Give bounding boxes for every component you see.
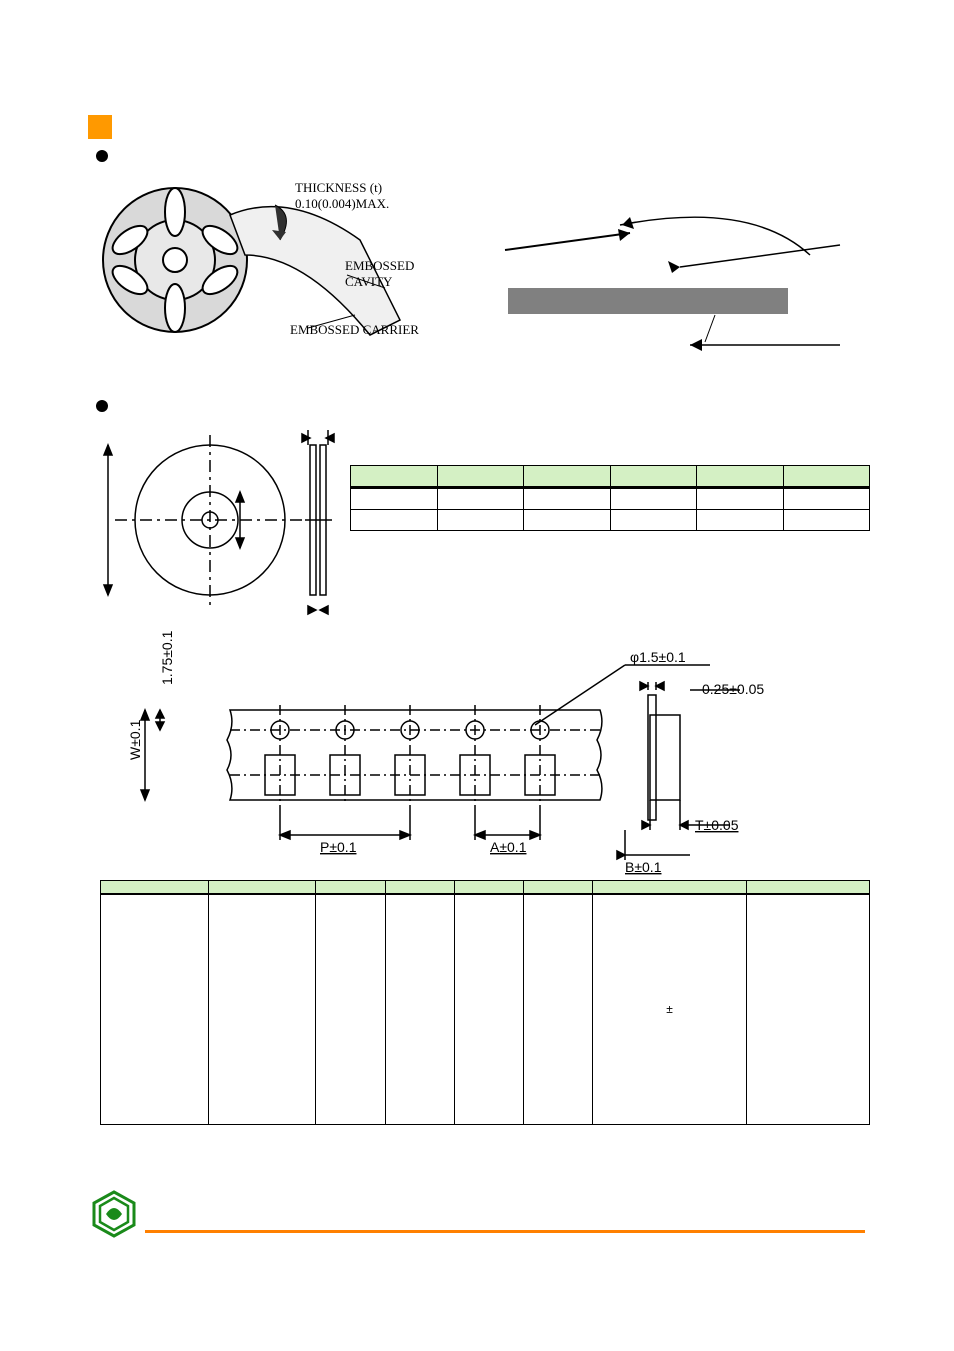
section-marker bbox=[88, 115, 112, 139]
p-label: P±0.1 bbox=[320, 839, 357, 855]
reel-r1c3 bbox=[610, 510, 697, 531]
reel-r1c1 bbox=[437, 510, 524, 531]
reel-dimension-table bbox=[350, 465, 870, 531]
reel-r0c0 bbox=[351, 488, 438, 510]
company-logo bbox=[90, 1190, 138, 1238]
embossed-carrier-label: EMBOSSED CARRIER bbox=[290, 322, 419, 338]
reel-r1c0 bbox=[351, 510, 438, 531]
part-r0c5 bbox=[523, 894, 592, 1124]
part-th-2 bbox=[316, 881, 385, 895]
reel-r0c5 bbox=[783, 488, 870, 510]
part-dimension-table: ± bbox=[100, 880, 870, 1125]
thickness-label-2: 0.10(0.004)MAX. bbox=[295, 196, 389, 211]
reel-r1c4 bbox=[697, 510, 784, 531]
reel-r0c1 bbox=[437, 488, 524, 510]
reel-r0c4 bbox=[697, 488, 784, 510]
reel-r1c5 bbox=[783, 510, 870, 531]
t-label: T±0.05 bbox=[695, 817, 739, 833]
part-th-7 bbox=[746, 881, 869, 895]
embossed-cavity-label: EMBOSSED CAVITY bbox=[345, 258, 430, 290]
part-r0c3 bbox=[385, 894, 454, 1124]
cover-thick-label: 0.25±0.05 bbox=[702, 681, 764, 697]
part-th-6 bbox=[593, 881, 747, 895]
reel-r1c2 bbox=[524, 510, 611, 531]
reel-r0c2 bbox=[524, 488, 611, 510]
a-label: A±0.1 bbox=[490, 839, 527, 855]
reel-tape-illustration: THICKNESS (t) 0.10(0.004)MAX. EMBOSSED C… bbox=[100, 160, 430, 385]
part-th-3 bbox=[385, 881, 454, 895]
reel-th-0 bbox=[351, 466, 438, 488]
bullet-2 bbox=[96, 400, 108, 412]
part-r0c0 bbox=[101, 894, 209, 1124]
part-r0c7 bbox=[746, 894, 869, 1124]
part-th-4 bbox=[454, 881, 523, 895]
part-th-5 bbox=[523, 881, 592, 895]
w-label: W±0.1 bbox=[130, 719, 143, 760]
thickness-label-1: THICKNESS (t) bbox=[295, 180, 382, 195]
reel-th-5 bbox=[783, 466, 870, 488]
reel-th-3 bbox=[610, 466, 697, 488]
reel-th-1 bbox=[437, 466, 524, 488]
part-r0c6: ± bbox=[593, 894, 747, 1124]
phi-label: φ1.5±0.1 bbox=[630, 649, 686, 665]
reel-th-4 bbox=[697, 466, 784, 488]
b-label: B±0.1 bbox=[625, 859, 662, 875]
reel-th-2 bbox=[524, 466, 611, 488]
tape-dimension-diagram: φ1.5±0.1 0.25±0.05 W±0.1 1.75±0.1 P±0.1 … bbox=[130, 630, 810, 880]
part-r0c4 bbox=[454, 894, 523, 1124]
footer-divider bbox=[145, 1230, 865, 1233]
reel-dimension-drawing bbox=[90, 420, 345, 620]
reel-r0c3 bbox=[610, 488, 697, 510]
part-th-1 bbox=[208, 881, 316, 895]
e-label: 1.75±0.1 bbox=[159, 630, 175, 685]
part-r0c1 bbox=[208, 894, 316, 1124]
part-r0c2 bbox=[316, 894, 385, 1124]
part-th-0 bbox=[101, 881, 209, 895]
cover-tape-section bbox=[490, 215, 850, 365]
